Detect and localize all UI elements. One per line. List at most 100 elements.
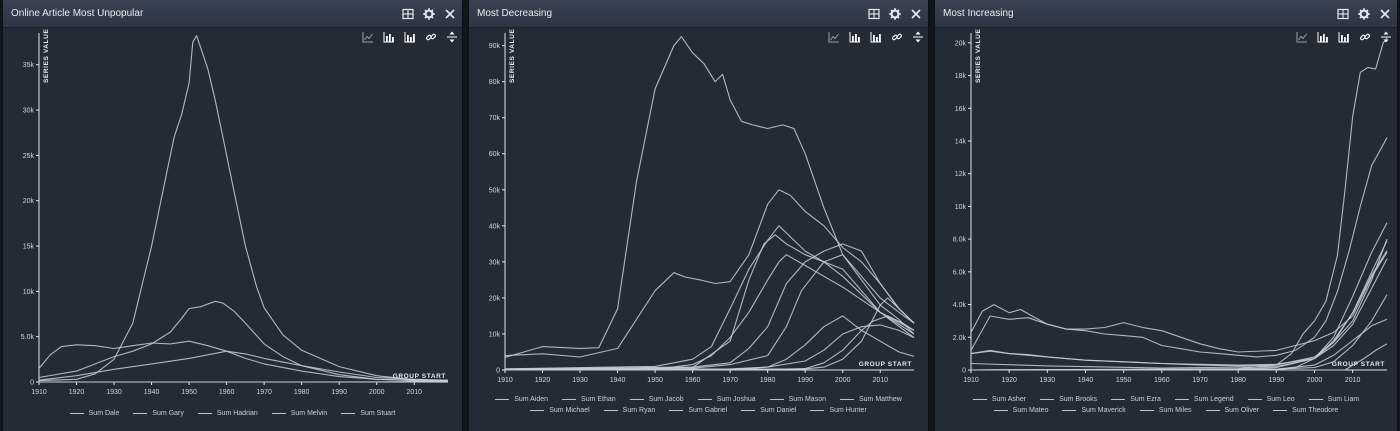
expand-vertical-icon[interactable]	[446, 31, 458, 43]
series-line-sum-stuart[interactable]	[38, 350, 449, 381]
legend-item[interactable]: Sum Brooks	[1040, 396, 1097, 403]
link-icon[interactable]	[1359, 31, 1371, 43]
legend-label: Sum Aiden	[514, 396, 549, 403]
legend-label: Sum Brooks	[1059, 396, 1098, 403]
series-line-sum-mason[interactable]	[504, 297, 915, 371]
series-line-sum-brooks[interactable]	[970, 318, 1388, 371]
chart-panel-most-increasing: Most Increasing 0 2.0k 4.0k 6.0k 8.0k 10k 12k 1…	[934, 0, 1398, 431]
series-line-sum-melvin[interactable]	[38, 340, 449, 382]
series-line-sum-gary[interactable]	[38, 300, 449, 382]
x-tick-label: 1990	[797, 377, 813, 384]
y-tick-label: 14k	[955, 138, 967, 145]
legend-label: Sum Theodore	[1292, 407, 1339, 414]
legend-item[interactable]: Sum Dale	[69, 410, 119, 417]
series-line-sum-joshua[interactable]	[504, 234, 915, 370]
legend-item[interactable]: Sum Mateo	[993, 407, 1048, 414]
legend-item[interactable]: Sum Leo	[1247, 396, 1295, 403]
y-tick-label: 0	[496, 368, 500, 375]
link-icon[interactable]	[425, 31, 437, 43]
bar-chart-icon[interactable]	[1317, 31, 1329, 43]
y-tick-label: 70k	[489, 115, 501, 122]
legend-item[interactable]: Sum Gary	[133, 410, 184, 417]
x-axis-title: GROUP START	[1332, 361, 1385, 368]
legend-item[interactable]: Sum Hadrian	[197, 410, 258, 417]
series-line-sum-daniel[interactable]	[504, 189, 915, 358]
legend-item[interactable]: Sum Asher	[972, 396, 1026, 403]
close-icon[interactable]	[444, 8, 456, 20]
legend-item[interactable]: Sum Jacob	[629, 396, 684, 403]
legend-item[interactable]: Sum Daniel	[741, 407, 796, 414]
legend-label: Sum Gary	[152, 410, 184, 417]
legend-item[interactable]: Sum Stuart	[341, 410, 395, 417]
legend-item[interactable]: Sum Ryan	[603, 407, 656, 414]
table-icon[interactable]	[1337, 8, 1349, 20]
close-icon[interactable]	[1379, 8, 1391, 20]
legend-item[interactable]: Sum Michael	[530, 407, 590, 414]
legend-label: Sum Hunter	[829, 407, 867, 414]
y-tick-label: 20k	[955, 40, 967, 47]
gear-icon[interactable]	[1358, 8, 1370, 20]
legend-swatch	[1308, 399, 1323, 400]
x-tick-label: 1960	[1154, 377, 1170, 384]
chart-panel-most-decreasing: Most Decreasing 0 10k 20k 30k 40k 50k 60k 70k 80…	[468, 0, 929, 431]
legend-item[interactable]: Sum Ethan	[562, 396, 616, 403]
legend-item[interactable]: Sum Matthew	[840, 396, 902, 403]
series-line-sum-miles[interactable]	[970, 251, 1388, 353]
y-tick-label: 10k	[489, 331, 501, 338]
series-line-sum-liam[interactable]	[970, 37, 1388, 371]
line-chart-icon[interactable]	[1296, 31, 1308, 43]
line-chart-icon[interactable]	[362, 31, 374, 43]
series-line-sum-hadrian[interactable]	[39, 380, 449, 383]
x-tick-label: 1920	[69, 389, 85, 396]
expand-vertical-icon[interactable]	[912, 31, 924, 43]
close-icon[interactable]	[910, 8, 922, 20]
legend-item[interactable]: Sum Melvin	[271, 410, 327, 417]
series-line-sum-matthew[interactable]	[504, 225, 915, 370]
series-line-sum-ryan[interactable]	[504, 254, 915, 371]
y-axis-title: SERIES VALUE	[975, 29, 982, 83]
series-line-sum-hunter[interactable]	[504, 315, 915, 371]
legend-item[interactable]: Sum Liam	[1308, 396, 1359, 403]
series-line-sum-dale[interactable]	[38, 35, 449, 382]
series-line-sum-legend[interactable]	[971, 343, 1388, 371]
link-icon[interactable]	[891, 31, 903, 43]
stacked-bar-chart-icon[interactable]	[1338, 31, 1350, 43]
series-line-sum-maverick[interactable]	[970, 294, 1388, 371]
table-icon[interactable]	[868, 8, 880, 20]
legend-item[interactable]: Sum Theodore	[1273, 407, 1338, 414]
gear-icon[interactable]	[423, 8, 435, 20]
x-axis-title: GROUP START	[859, 361, 912, 368]
legend-label: Sum Ryan	[622, 407, 656, 414]
bar-chart-icon[interactable]	[383, 31, 395, 43]
y-tick-label: 25k	[23, 153, 35, 160]
line-chart-icon[interactable]	[828, 31, 840, 43]
legend-item[interactable]: Sum Legend	[1174, 396, 1234, 403]
gear-icon[interactable]	[889, 8, 901, 20]
legend-label: Sum Oliver	[1224, 407, 1260, 414]
y-tick-label: 80k	[489, 79, 501, 86]
series-line-sum-ethan[interactable]	[504, 254, 915, 371]
legend-item[interactable]: Sum Aiden	[495, 396, 548, 403]
legend-swatch	[629, 399, 644, 400]
legend-item[interactable]: Sum Gabriel	[669, 407, 727, 414]
table-icon[interactable]	[402, 8, 414, 20]
legend-item[interactable]: Sum Miles	[1139, 407, 1192, 414]
x-tick-label: 1950	[647, 377, 663, 384]
chart-legend: Sum Dale Sum Gary Sum Hadrian Sum Melvin Sum…	[23, 410, 442, 417]
stacked-bar-chart-icon[interactable]	[404, 31, 416, 43]
legend-item[interactable]: Sum Ezra	[1111, 396, 1161, 403]
legend-item[interactable]: Sum Mason	[769, 396, 826, 403]
legend-item[interactable]: Sum Maverick	[1062, 407, 1126, 414]
legend-item[interactable]: Sum Joshua	[697, 396, 756, 403]
legend-swatch	[197, 413, 212, 414]
legend-label: Sum Leo	[1266, 396, 1295, 403]
x-tick-label: 1950	[1116, 377, 1132, 384]
stacked-bar-chart-icon[interactable]	[870, 31, 882, 43]
legend-item[interactable]: Sum Hunter	[810, 407, 867, 414]
legend-item[interactable]: Sum Oliver	[1205, 407, 1260, 414]
series-line-sum-oliver[interactable]	[970, 137, 1388, 358]
series-line-sum-theodore[interactable]	[970, 258, 1388, 366]
bar-chart-icon[interactable]	[849, 31, 861, 43]
series-line-sum-michael[interactable]	[504, 36, 915, 358]
legend-label: Sum Hadrian	[216, 410, 258, 417]
